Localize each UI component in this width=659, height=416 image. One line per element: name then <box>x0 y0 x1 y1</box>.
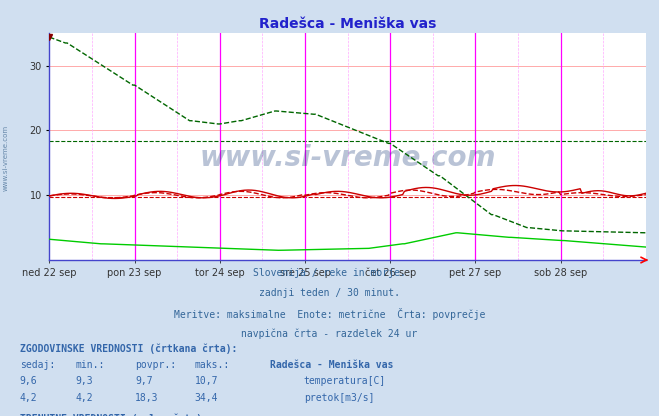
Title: Radešca - Meniška vas: Radešca - Meniška vas <box>259 17 436 31</box>
Text: Radešca - Meniška vas: Radešca - Meniška vas <box>270 360 393 370</box>
Text: 9,7: 9,7 <box>135 376 153 386</box>
Text: 10,7: 10,7 <box>194 376 218 386</box>
Text: min.:: min.: <box>76 360 105 370</box>
Text: Slovenija / reke in morje.: Slovenija / reke in morje. <box>253 268 406 278</box>
Text: www.si-vreme.com: www.si-vreme.com <box>2 125 9 191</box>
Text: sedaj:: sedaj: <box>20 360 55 370</box>
Text: TRENUTNE VREDNOSTI (polna črta):: TRENUTNE VREDNOSTI (polna črta): <box>20 413 208 416</box>
Text: 4,2: 4,2 <box>20 393 38 403</box>
Text: temperatura[C]: temperatura[C] <box>304 376 386 386</box>
Text: www.si-vreme.com: www.si-vreme.com <box>200 144 496 172</box>
Text: 34,4: 34,4 <box>194 393 218 403</box>
Text: Meritve: maksimalne  Enote: metrične  Črta: povprečje: Meritve: maksimalne Enote: metrične Črta… <box>174 308 485 320</box>
Text: 4,2: 4,2 <box>76 393 94 403</box>
Text: maks.:: maks.: <box>194 360 229 370</box>
Text: 9,6: 9,6 <box>20 376 38 386</box>
Text: pretok[m3/s]: pretok[m3/s] <box>304 393 374 403</box>
Text: navpična črta - razdelek 24 ur: navpična črta - razdelek 24 ur <box>241 328 418 339</box>
Text: 18,3: 18,3 <box>135 393 159 403</box>
Text: 9,3: 9,3 <box>76 376 94 386</box>
Text: zadnji teden / 30 minut.: zadnji teden / 30 minut. <box>259 288 400 298</box>
Text: ZGODOVINSKE VREDNOSTI (črtkana črta):: ZGODOVINSKE VREDNOSTI (črtkana črta): <box>20 343 237 354</box>
Text: povpr.:: povpr.: <box>135 360 176 370</box>
